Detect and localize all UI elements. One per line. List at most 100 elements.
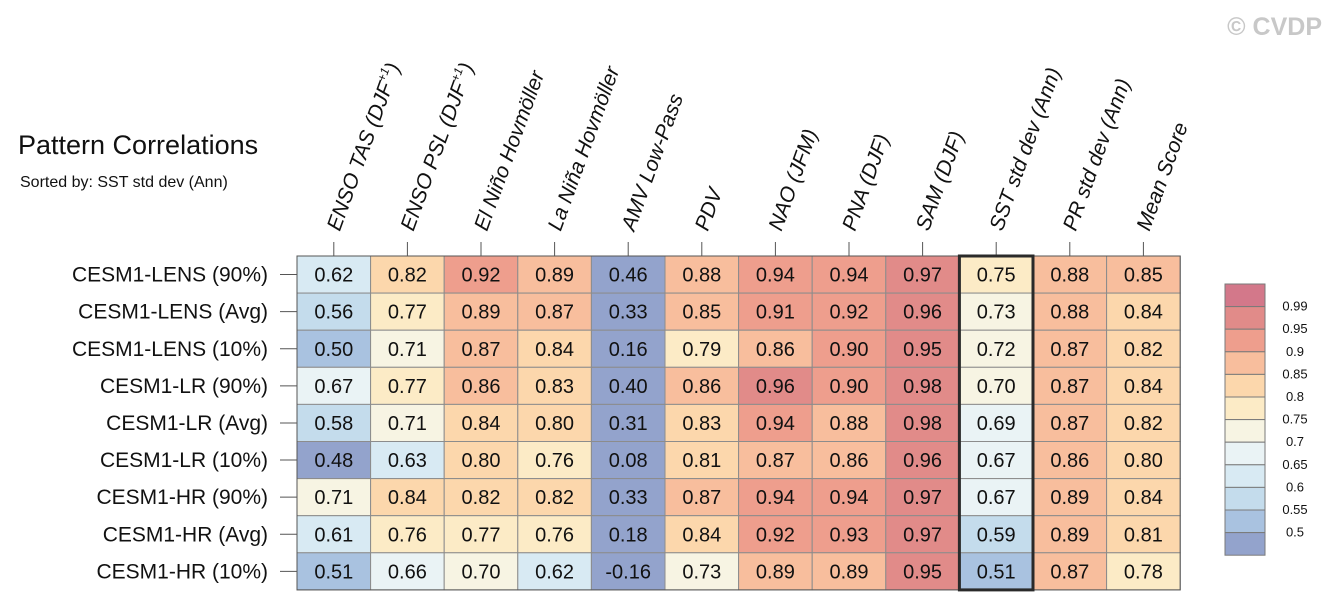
heatmap-cell — [517, 366, 592, 405]
cell-value: 0.94 — [756, 487, 795, 509]
cell-value: 0.90 — [830, 376, 869, 398]
colorbar-swatch — [1224, 441, 1266, 466]
cell-value: 0.75 — [977, 265, 1016, 287]
cell-value: 0.84 — [1124, 376, 1163, 398]
heatmap-cell — [738, 515, 813, 554]
cell-value: 0.31 — [609, 413, 648, 435]
colorbar-label: 0.8 — [1286, 389, 1304, 404]
colorbar-swatch — [1224, 396, 1266, 421]
cell-value: 0.86 — [462, 376, 501, 398]
grid-border — [296, 255, 1181, 591]
cell-value: 0.63 — [388, 450, 427, 472]
row-label: CESM1-LENS (Avg) — [78, 301, 268, 324]
cell-value: 0.92 — [830, 302, 869, 324]
cell-value: 0.82 — [462, 487, 501, 509]
column-label: El Niño Hovmöller — [470, 67, 549, 234]
heatmap-cell — [517, 403, 592, 442]
column-label: AMV Low-Pass — [617, 90, 689, 235]
row-label: CESM1-HR (Avg) — [103, 523, 268, 546]
column-label: ENSO PSL (DJF+1) — [395, 59, 479, 234]
cell-value: 0.86 — [830, 450, 869, 472]
column-label: ENSO TAS (DJF+1) — [321, 59, 405, 234]
heatmap-cell — [885, 366, 960, 405]
colorbar-swatch — [1224, 486, 1266, 511]
cell-value: 0.84 — [682, 524, 721, 546]
cell-value: 0.73 — [977, 302, 1016, 324]
cell-value: 0.82 — [1124, 413, 1163, 435]
colorbar-swatch — [1224, 351, 1266, 375]
cell-value: 0.89 — [535, 265, 574, 287]
heatmap-cell — [517, 515, 592, 554]
heatmap-cell — [517, 292, 592, 331]
heatmap-cell — [664, 441, 740, 480]
cell-value: 0.72 — [977, 339, 1016, 361]
heatmap-cell — [958, 403, 1034, 442]
heatmap-cells: 0.62 0.82 0.92 0.89 0.46 0.88 0.94 0.94 0.97 0.75… — [296, 255, 1181, 591]
column-label: La Niña Hovmöller — [544, 63, 625, 234]
cell-value: 0.70 — [977, 376, 1016, 398]
cell-value: 0.48 — [314, 450, 353, 472]
heatmap-cell — [296, 441, 372, 480]
colorbar-label: 0.5 — [1286, 525, 1304, 540]
cell-value: 0.92 — [756, 524, 795, 546]
heatmap-cell — [958, 441, 1034, 480]
heatmap-cell — [664, 292, 740, 331]
colorbar-legend: 0.99 0.95 0.9 0.85 0.8 0.75 0.7 0.65 0.6 0.55 0.5 — [1224, 283, 1308, 556]
cell-value: 0.87 — [1050, 339, 1089, 361]
row-label: CESM1-LR (Avg) — [106, 412, 268, 435]
cell-value: 0.80 — [1124, 450, 1163, 472]
column-label: PR std dev (Ann) — [1059, 76, 1135, 234]
cell-value: 0.71 — [388, 339, 427, 361]
cell-value: 0.59 — [977, 524, 1016, 546]
heatmap-cell — [1032, 441, 1108, 480]
column-label-text: AMV Low-Pass — [617, 90, 689, 235]
heatmap-cell — [1106, 366, 1181, 405]
colorbar-swatch — [1224, 328, 1266, 353]
cell-value: -0.16 — [605, 561, 651, 583]
heatmap-cell — [664, 329, 740, 368]
heatmap-cell — [738, 441, 813, 480]
column-label-superscript: +1 — [374, 66, 392, 84]
cell-value: 0.88 — [682, 265, 721, 287]
row-label: CESM1-LR (90%) — [100, 375, 268, 398]
colorbar-label: 0.95 — [1282, 321, 1307, 336]
row-label: CESM1-LENS (90%) — [72, 264, 268, 287]
heatmap-cell — [664, 552, 740, 591]
column-label: PDV — [691, 183, 728, 233]
column-label-text: ENSO TAS (DJF — [323, 78, 398, 234]
heatmap-cell — [811, 255, 887, 294]
column-label: SST std dev (Ann) — [985, 65, 1065, 234]
colorbar-swatch — [1224, 419, 1266, 443]
column-label-text: La Niña Hovmöller — [544, 63, 625, 234]
column-label-superscript: +1 — [448, 66, 466, 84]
heatmap-cell — [738, 292, 813, 331]
cell-value: 0.50 — [314, 339, 353, 361]
cell-value: 0.77 — [462, 524, 501, 546]
cell-value: 0.84 — [1124, 302, 1163, 324]
heatmap-cell — [296, 255, 372, 294]
cell-value: 0.51 — [314, 561, 353, 583]
column-label-text: El Niño Hovmöller — [470, 67, 549, 234]
cell-value: 0.62 — [535, 561, 574, 583]
cell-value: 0.51 — [977, 561, 1016, 583]
cell-value: 0.94 — [830, 265, 869, 287]
column-label-text: PNA (DJF) — [838, 131, 894, 234]
cell-value: 0.33 — [609, 302, 648, 324]
cell-value: 0.84 — [1124, 487, 1163, 509]
cell-value: 0.33 — [609, 487, 648, 509]
cell-value: 0.94 — [756, 265, 795, 287]
cell-value: 0.89 — [1050, 487, 1089, 509]
cell-value: 0.82 — [1124, 339, 1163, 361]
row-label: CESM1-HR (10%) — [96, 560, 268, 583]
heatmap-cell — [296, 329, 372, 368]
heatmap-cell — [296, 403, 372, 442]
heatmap-cell — [296, 292, 372, 331]
cell-value: 0.93 — [830, 524, 869, 546]
heatmap-cell — [590, 403, 666, 442]
colorbar-label: 0.99 — [1282, 299, 1307, 314]
column-label: SAM (DJF) — [912, 128, 969, 233]
cell-value: 0.73 — [682, 561, 721, 583]
cell-value: 0.81 — [1124, 524, 1163, 546]
heatmap-cell — [1106, 329, 1181, 368]
cell-value: 0.87 — [535, 302, 574, 324]
